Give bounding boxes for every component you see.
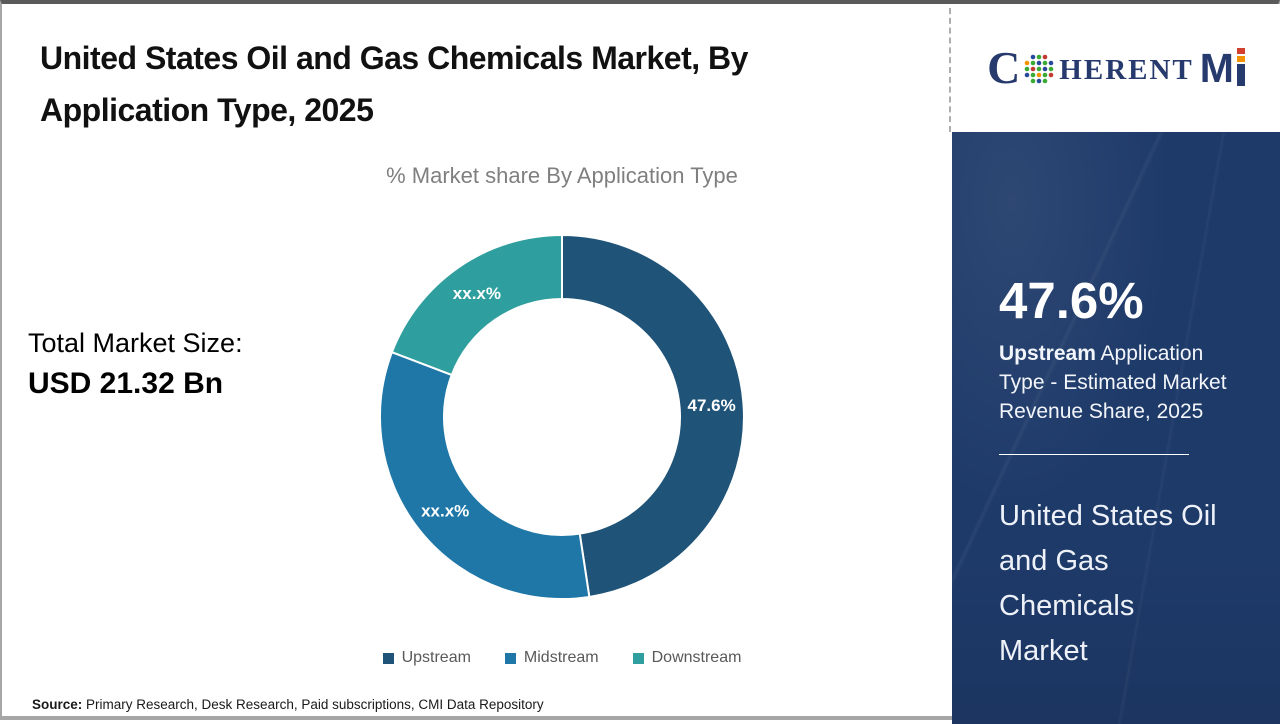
sidebar-headline-description: Upstream Application Type - Estimated Ma… [999, 339, 1244, 426]
chart-title: % Market share By Application Type [386, 163, 738, 188]
source-label: Source: [32, 697, 83, 712]
logo-letter-i-icon [1236, 48, 1245, 86]
sidebar-headline-bold: Upstream [999, 342, 1096, 365]
sidebar-headline-rest: Application Type - Estimated Market Reve… [999, 342, 1227, 423]
legend-label: Downstream [651, 649, 742, 666]
donut-segment-downstream [390, 233, 563, 377]
logo-letter-c: C [987, 42, 1021, 93]
page-title: United States Oil and Gas Chemicals Mark… [40, 40, 748, 128]
total-market-size-label: Total Market Size: [28, 328, 243, 358]
logo-area: C HERENT M [952, 4, 1280, 132]
legend-swatch-icon [504, 652, 516, 664]
source-text: Primary Research, Desk Research, Paid su… [82, 697, 544, 712]
chart-legend: Upstream Midstream Downstream [242, 649, 882, 667]
legend-item-midstream: Midstream [504, 649, 599, 667]
legend-label: Midstream [523, 649, 599, 666]
total-market-size-block: Total Market Size: USD 21.32 Bn [28, 328, 243, 401]
total-market-size-value: USD 21.32 Bn [28, 367, 224, 400]
source-note: Source: Primary Research, Desk Research,… [32, 697, 544, 712]
donut-segment-midstream [379, 350, 591, 600]
sidebar-divider-line [999, 454, 1189, 455]
legend-item-upstream: Upstream [382, 649, 471, 667]
legend-swatch-icon [632, 652, 644, 664]
legend-item-downstream: Downstream [632, 649, 742, 667]
coherent-mi-logo: C HERENT M [987, 45, 1245, 92]
legend-swatch-icon [382, 652, 394, 664]
slice-label-upstream: 47.6% [687, 396, 735, 415]
donut-chart-svg: 47.6% xx.x% xx.x% [379, 233, 745, 600]
legend-label: Upstream [401, 649, 471, 666]
sidebar-headline-value: 47.6% [999, 272, 1144, 329]
slice-label-downstream: xx.x% [453, 284, 501, 303]
donut-segment-upstream [561, 233, 745, 599]
dashed-vertical-divider [949, 8, 951, 132]
highlight-sidebar: 47.6% Upstream Application Type - Estima… [952, 132, 1280, 724]
logo-text-herent: HERENT [1059, 53, 1194, 86]
slice-label-midstream: xx.x% [421, 502, 469, 521]
globe-dots-icon [1021, 51, 1057, 92]
sidebar-market-name: United States Oil and Gas Chemicals Mark… [999, 500, 1217, 667]
donut-chart: 47.6% xx.x% xx.x% [374, 229, 750, 605]
logo-letter-m: M [1199, 44, 1234, 91]
